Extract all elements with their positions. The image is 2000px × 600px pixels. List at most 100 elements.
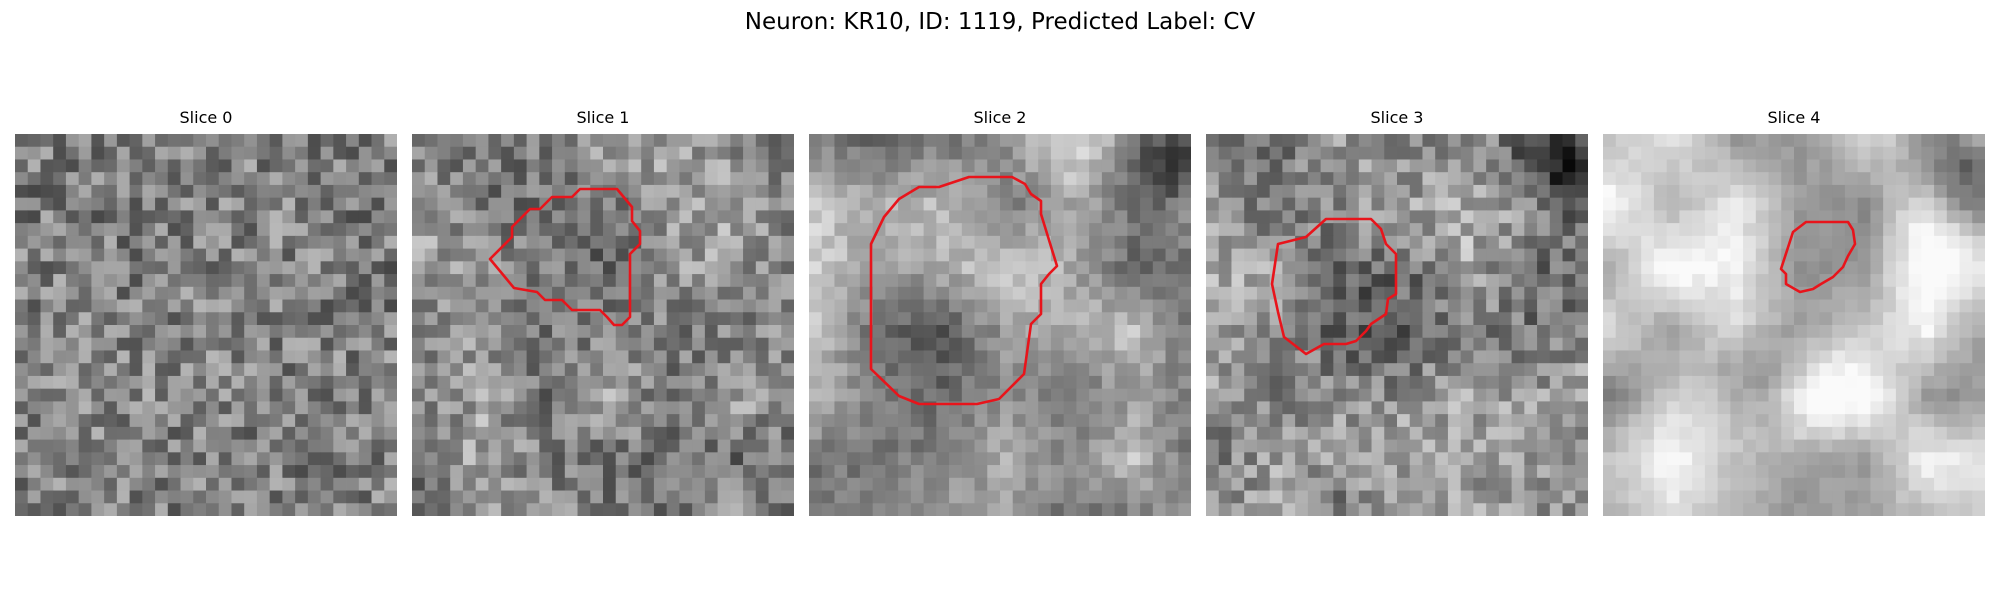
pixel xyxy=(372,172,385,185)
pixel xyxy=(40,261,53,274)
pixel xyxy=(384,389,397,402)
pixel xyxy=(270,401,283,414)
pixel xyxy=(1359,363,1372,376)
pixel xyxy=(155,159,168,172)
pixel xyxy=(1921,159,1934,172)
pixel xyxy=(809,363,822,376)
pixel xyxy=(514,223,527,236)
pixel xyxy=(552,287,565,300)
pixel xyxy=(1909,440,1922,453)
pixel xyxy=(501,261,514,274)
pixel xyxy=(949,287,962,300)
pixel xyxy=(616,389,629,402)
pixel xyxy=(333,427,346,440)
pixel xyxy=(1244,198,1257,211)
pixel xyxy=(1013,287,1026,300)
pixel xyxy=(692,274,705,287)
pixel xyxy=(1076,185,1089,198)
pixel xyxy=(847,503,860,516)
pixel xyxy=(1244,440,1257,453)
pixel xyxy=(372,427,385,440)
pixel xyxy=(488,300,501,313)
pixel xyxy=(1909,236,1922,249)
pixel xyxy=(679,389,692,402)
pixel xyxy=(257,274,270,287)
pixel xyxy=(1921,491,1934,504)
pixel xyxy=(1064,452,1077,465)
pixel xyxy=(1231,249,1244,262)
pixel xyxy=(1743,249,1756,262)
pixel xyxy=(1178,338,1191,351)
pixel xyxy=(667,172,680,185)
pixel xyxy=(1410,503,1423,516)
pixel xyxy=(756,325,769,338)
pixel xyxy=(539,274,552,287)
pixel xyxy=(730,261,743,274)
pixel xyxy=(1563,503,1576,516)
pixel xyxy=(936,147,949,160)
pixel xyxy=(231,172,244,185)
pixel xyxy=(425,350,438,363)
pixel xyxy=(1486,172,1499,185)
pixel xyxy=(1473,210,1486,223)
pixel xyxy=(1575,274,1588,287)
pixel xyxy=(809,338,822,351)
pixel xyxy=(1563,350,1576,363)
pixel xyxy=(705,210,718,223)
pixel xyxy=(552,274,565,287)
pixel xyxy=(257,427,270,440)
pixel xyxy=(181,274,194,287)
pixel xyxy=(667,414,680,427)
pixel xyxy=(117,159,130,172)
pixel xyxy=(1537,440,1550,453)
pixel xyxy=(616,440,629,453)
pixel xyxy=(463,198,476,211)
pixel xyxy=(1231,236,1244,249)
pixel xyxy=(1934,210,1947,223)
pixel xyxy=(667,210,680,223)
pixel xyxy=(333,401,346,414)
pixel xyxy=(1000,440,1013,453)
pixel xyxy=(743,427,756,440)
pixel xyxy=(155,312,168,325)
pixel xyxy=(1807,261,1820,274)
pixel xyxy=(679,185,692,198)
pixel xyxy=(718,325,731,338)
pixel xyxy=(1244,159,1257,172)
pixel xyxy=(372,300,385,313)
pixel xyxy=(885,414,898,427)
pixel xyxy=(1359,503,1372,516)
pixel xyxy=(1346,159,1359,172)
pixel xyxy=(667,261,680,274)
pixel xyxy=(514,236,527,249)
pixel xyxy=(295,376,308,389)
pixel xyxy=(28,414,41,427)
pixel xyxy=(168,274,181,287)
pixel xyxy=(1718,376,1731,389)
pixel xyxy=(603,223,616,236)
pixel xyxy=(15,134,28,147)
pixel xyxy=(1089,350,1102,363)
pixel xyxy=(1333,478,1346,491)
pixel xyxy=(1616,452,1629,465)
pixel xyxy=(924,503,937,516)
pixel xyxy=(756,236,769,249)
pixel xyxy=(270,325,283,338)
pixel xyxy=(1756,478,1769,491)
pixel xyxy=(1524,414,1537,427)
pixel xyxy=(809,249,822,262)
pixel xyxy=(641,172,654,185)
pixel xyxy=(1025,376,1038,389)
pixel xyxy=(924,198,937,211)
pixel xyxy=(718,491,731,504)
pixel xyxy=(1038,147,1051,160)
pixel xyxy=(873,325,886,338)
pixel xyxy=(911,427,924,440)
pixel xyxy=(1153,134,1166,147)
pixel xyxy=(1257,376,1270,389)
pixel xyxy=(372,274,385,287)
pixel xyxy=(552,376,565,389)
pixel xyxy=(1845,159,1858,172)
pixel xyxy=(1909,325,1922,338)
pixel xyxy=(590,350,603,363)
